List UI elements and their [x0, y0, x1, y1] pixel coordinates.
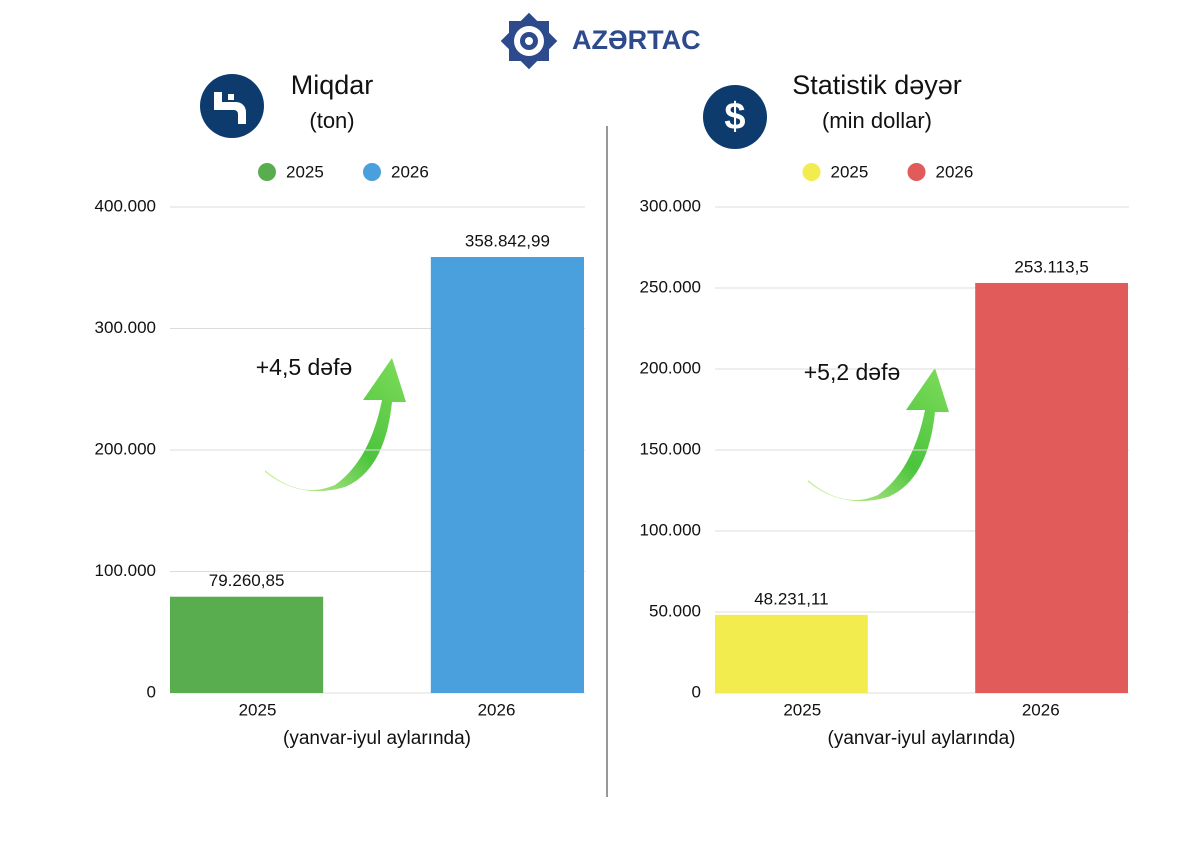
legend-label: 2026 [936, 162, 974, 181]
value-label: 48.231,11 [754, 589, 828, 608]
value-label: 253.113,5 [1014, 257, 1088, 276]
annotation: +5,2 dəfə [804, 359, 901, 385]
chart-subtitle: (min dollar) [822, 108, 932, 133]
legend-swatch [363, 163, 381, 181]
bar [975, 282, 1128, 693]
dollar-icon: $ [703, 85, 767, 149]
value-label: 79.260,85 [209, 571, 285, 590]
y-tick-label: 100.000 [95, 561, 156, 580]
y-tick-label: 0 [147, 682, 156, 701]
x-tick-label: 2026 [478, 700, 516, 719]
y-tick-label: 400.000 [95, 196, 156, 215]
svg-text:$: $ [724, 96, 745, 138]
legend-swatch [907, 163, 926, 181]
y-tick-label: 200.000 [640, 358, 701, 377]
chart-title: Statistik dəyər [792, 70, 962, 100]
legend-label: 2025 [831, 162, 869, 181]
y-tick-label: 300.000 [95, 318, 156, 337]
y-tick-label: 300.000 [640, 196, 701, 215]
bar [170, 596, 324, 693]
x-tick-label: 2025 [239, 700, 277, 719]
bar [430, 257, 584, 693]
y-tick-label: 150.000 [640, 439, 701, 458]
growth-arrow [808, 368, 949, 502]
pipe-icon [200, 74, 264, 138]
chart-subtitle: (ton) [309, 108, 354, 133]
logo-icon [500, 12, 558, 70]
legend-swatch [258, 163, 276, 181]
y-tick-label: 100.000 [640, 520, 701, 539]
bar [715, 614, 868, 693]
y-tick-label: 250.000 [640, 277, 701, 296]
legend-label: 2026 [391, 162, 429, 181]
value-label: 358.842,99 [465, 231, 550, 250]
annotation: +4,5 dəfə [256, 354, 353, 380]
chart-title: Miqdar [291, 70, 374, 100]
y-tick-label: 50.000 [649, 601, 701, 620]
y-tick-label: 200.000 [95, 439, 156, 458]
growth-arrow [265, 358, 406, 492]
x-tick-label: 2026 [1022, 700, 1060, 719]
x-axis-label: (yanvar-iyul aylarında) [283, 728, 471, 749]
y-tick-label: 0 [692, 682, 701, 701]
legend-label: 2025 [286, 162, 324, 181]
x-axis-label: (yanvar-iyul aylarında) [828, 728, 1016, 749]
logo-text: AZƏRTAC [572, 25, 701, 55]
x-tick-label: 2025 [783, 700, 821, 719]
legend-swatch [802, 163, 821, 181]
